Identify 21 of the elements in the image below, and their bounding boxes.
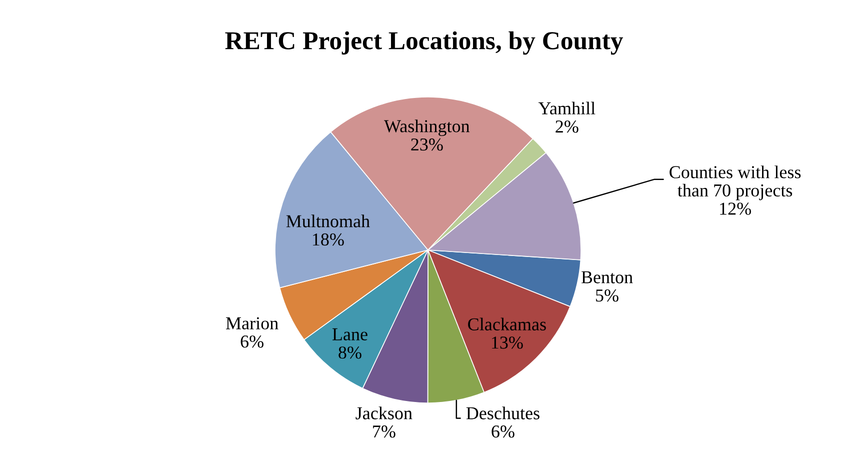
data-label: 13%: [492, 336, 523, 349]
data-label: 7%: [373, 425, 396, 438]
slice-label: Clackamas: [468, 318, 546, 330]
slice-label: Benton: [581, 271, 633, 284]
slice-label: Yamhill: [538, 102, 596, 114]
slice-label: Lane: [332, 328, 368, 340]
data-label: 8%: [338, 346, 362, 359]
data-label: 6%: [240, 335, 264, 348]
slice-label: Counties with less than 70 projects: [670, 166, 801, 200]
slice-label: Washington: [384, 120, 470, 136]
data-label: 23%: [411, 138, 443, 151]
data-label: 5%: [596, 289, 618, 302]
data-label: 12%: [720, 202, 752, 215]
slice-label: Deschutes: [466, 406, 540, 420]
slice-label: Multnomah: [286, 214, 370, 228]
slice-label: Jackson: [356, 406, 412, 420]
data-label: 2%: [556, 120, 578, 133]
data-label: 18%: [312, 233, 344, 246]
slice-label: Marion: [226, 317, 278, 330]
chart-title: RETC Project Locations, by County: [225, 31, 624, 55]
data-label: 6%: [492, 425, 514, 438]
